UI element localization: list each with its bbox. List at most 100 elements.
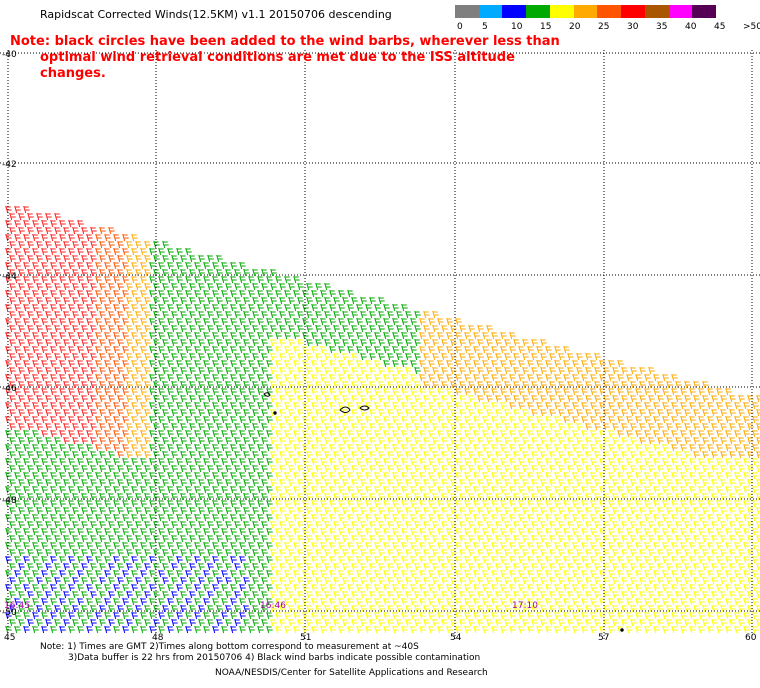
- wind-barb: [567, 450, 574, 459]
- wind-barb: [72, 590, 79, 599]
- wind-barb: [189, 296, 196, 305]
- wind-barb: [248, 443, 255, 452]
- wind-barb: [680, 611, 687, 620]
- wind-barb: [54, 548, 61, 557]
- wind-barb: [257, 597, 264, 606]
- wind-barb: [369, 422, 376, 431]
- wind-barb: [486, 338, 493, 347]
- wind-barb: [495, 366, 502, 375]
- wind-barb: [36, 478, 43, 487]
- wind-barb: [14, 541, 21, 550]
- wind-barb: [522, 408, 529, 417]
- wind-barb: [347, 373, 354, 382]
- wind-barb: [297, 604, 304, 613]
- wind-barb: [77, 527, 84, 536]
- wind-barb: [720, 548, 727, 557]
- wind-barb: [554, 345, 561, 354]
- wind-barb: [180, 562, 187, 571]
- wind-barb: [108, 352, 115, 361]
- wind-barb: [275, 597, 282, 606]
- wind-barb: [9, 324, 16, 333]
- wind-barb: [180, 590, 187, 599]
- wind-barb: [680, 625, 687, 634]
- wind-barb: [167, 443, 174, 452]
- wind-barb: [603, 576, 610, 585]
- wind-barb: [392, 373, 399, 382]
- wind-barb: [158, 625, 165, 634]
- wind-barb: [428, 359, 435, 368]
- wind-barb: [266, 513, 273, 522]
- wind-barb: [509, 415, 516, 424]
- wind-barb: [158, 331, 165, 340]
- wind-barb: [189, 604, 196, 613]
- wind-barb: [563, 583, 570, 592]
- wind-barb: [140, 261, 147, 270]
- wind-barb: [639, 590, 646, 599]
- wind-barb: [468, 352, 475, 361]
- wind-barb: [194, 555, 201, 564]
- wind-barb: [432, 450, 439, 459]
- wind-barb: [626, 611, 633, 620]
- wind-barb: [752, 611, 759, 620]
- wind-barb: [419, 569, 426, 578]
- wind-barb: [738, 618, 745, 627]
- wind-barb: [738, 548, 745, 557]
- wind-barb: [185, 275, 192, 284]
- wind-barb: [50, 261, 57, 270]
- wind-barb: [185, 569, 192, 578]
- legend-label: 35: [656, 22, 668, 32]
- wind-barb: [162, 604, 169, 613]
- wind-barb: [257, 359, 264, 368]
- wind-barb: [558, 534, 565, 543]
- wind-barb: [585, 520, 592, 529]
- wind-barb: [243, 296, 250, 305]
- wind-barb: [41, 373, 48, 382]
- wind-barb: [36, 548, 43, 557]
- wind-barb: [396, 450, 403, 459]
- wind-barb: [41, 415, 48, 424]
- wind-barb: [536, 625, 543, 634]
- wind-barb: [162, 576, 169, 585]
- wind-barb: [113, 261, 120, 270]
- wind-barb: [635, 625, 642, 634]
- wind-barb: [45, 618, 52, 627]
- wind-barb: [14, 303, 21, 312]
- wind-barb: [365, 471, 372, 480]
- wind-barb: [522, 590, 529, 599]
- wind-barb: [230, 373, 237, 382]
- wind-barb: [410, 499, 417, 508]
- wind-barb: [644, 429, 651, 438]
- wind-barb: [108, 548, 115, 557]
- wind-barb: [545, 625, 552, 634]
- wind-barb: [387, 520, 394, 529]
- wind-barb: [365, 485, 372, 494]
- wind-barb: [365, 611, 372, 620]
- wind-barb: [572, 527, 579, 536]
- wind-barb: [162, 254, 169, 263]
- wind-barb: [266, 373, 273, 382]
- wind-barb: [338, 387, 345, 396]
- wind-barb: [680, 401, 687, 410]
- wind-barb: [306, 478, 313, 487]
- wind-barb: [558, 548, 565, 557]
- wind-barb: [315, 296, 322, 305]
- wind-barb: [500, 555, 507, 564]
- wind-barb: [662, 513, 669, 522]
- wind-barb: [378, 576, 385, 585]
- wind-barb: [315, 520, 322, 529]
- wind-barb: [383, 471, 390, 480]
- wind-barb: [248, 289, 255, 298]
- wind-barb: [725, 471, 732, 480]
- wind-barb: [225, 478, 232, 487]
- wind-barb: [162, 394, 169, 403]
- wind-barb: [477, 506, 484, 515]
- wind-barb: [383, 373, 390, 382]
- wind-barb: [221, 485, 228, 494]
- wind-barb: [54, 268, 61, 277]
- wind-barb: [446, 527, 453, 536]
- wind-barb: [131, 429, 138, 438]
- wind-barb: [45, 296, 52, 305]
- wind-barb: [54, 394, 61, 403]
- wind-barb: [122, 611, 129, 620]
- wind-barb: [536, 569, 543, 578]
